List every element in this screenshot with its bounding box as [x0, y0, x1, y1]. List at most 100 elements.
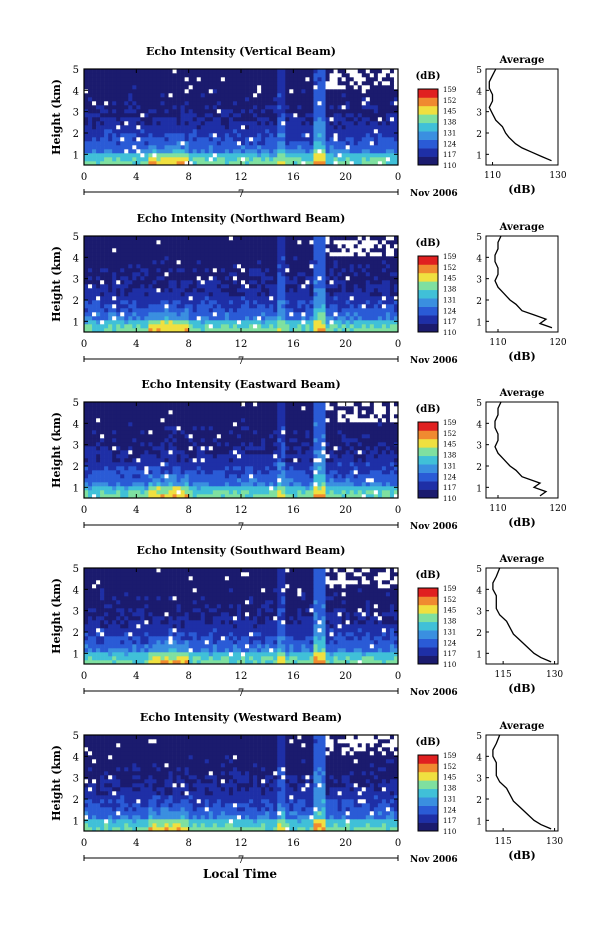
heatmap-cell — [365, 292, 371, 297]
heatmap-cell — [220, 478, 226, 483]
heatmap-cell — [140, 137, 145, 142]
heatmap-cell — [216, 466, 222, 471]
heatmap-cell — [381, 320, 387, 325]
heatmap-cell — [236, 137, 242, 142]
heatmap-cell — [369, 474, 375, 479]
heatmap-cell — [345, 268, 350, 273]
heatmap-cell — [236, 97, 242, 102]
heatmap-cell — [228, 153, 234, 158]
heatmap-cell — [228, 264, 234, 269]
heatmap-cell — [108, 486, 113, 491]
heatmap-cell — [301, 73, 306, 78]
heatmap-cell — [168, 240, 173, 245]
heatmap-cell — [228, 260, 234, 265]
heatmap-cell — [353, 236, 359, 241]
heatmap-cell — [381, 69, 387, 74]
heatmap-cell — [349, 145, 355, 150]
heatmap-cell — [160, 284, 165, 289]
heatmap-cell — [269, 442, 274, 447]
heatmap-cell — [164, 442, 169, 447]
heatmap-cell — [216, 149, 222, 154]
heatmap-cell — [357, 97, 363, 102]
heatmap-cell — [88, 153, 93, 158]
heatmap-cell — [333, 244, 338, 249]
heatmap-cell — [168, 482, 173, 487]
heatmap-cell — [317, 312, 322, 317]
heatmap-cell — [92, 486, 97, 491]
heatmap-cell — [108, 328, 113, 333]
heatmap-cell — [305, 466, 310, 471]
heatmap-cell — [188, 320, 193, 325]
heatmap-cell — [249, 137, 254, 142]
heatmap-cell — [124, 292, 129, 297]
heatmap-cell — [108, 129, 113, 134]
heatmap-cell — [208, 450, 214, 455]
heatmap-cell — [361, 296, 367, 301]
heatmap-cell — [236, 304, 242, 309]
heatmap-cell — [208, 133, 214, 138]
heatmap-cell — [281, 308, 286, 313]
heatmap-cell — [176, 77, 181, 82]
heatmap-cell — [200, 478, 206, 483]
heatmap-cell — [253, 450, 258, 455]
heatmap-cell — [325, 161, 330, 166]
heatmap-cell — [285, 69, 290, 74]
heatmap-cell — [192, 113, 198, 118]
heatmap-cell — [208, 284, 214, 289]
heatmap-cell — [321, 458, 326, 463]
heatmap-cell — [116, 470, 121, 475]
heatmap-cell — [172, 248, 177, 253]
heatmap-cell — [140, 280, 145, 285]
heatmap-cell — [232, 316, 238, 321]
heatmap-cell — [393, 486, 399, 491]
heatmap-cell — [333, 121, 338, 126]
heatmap-cell — [377, 280, 383, 285]
heatmap-cell — [269, 101, 274, 106]
heatmap-cell — [337, 296, 342, 301]
heatmap-cell — [309, 264, 314, 269]
heatmap-cell — [353, 482, 359, 487]
heatmap-cell — [112, 276, 117, 281]
heatmap-cell — [393, 105, 399, 110]
heatmap-cell — [216, 133, 222, 138]
heatmap-cell — [357, 161, 363, 166]
heatmap-cell — [365, 157, 371, 162]
heatmap-cell — [301, 276, 306, 281]
heatmap-cell — [349, 149, 355, 154]
heatmap-cell — [301, 328, 306, 333]
heatmap-cell — [373, 268, 379, 273]
heatmap-cell — [88, 328, 93, 333]
heatmap-cell — [305, 288, 310, 293]
colorbar-label: 110 — [443, 329, 456, 337]
heatmap-cell — [289, 105, 294, 110]
heatmap-cell — [172, 296, 177, 301]
heatmap-cell — [212, 264, 218, 269]
heatmap-cell — [253, 252, 258, 257]
heatmap-cell — [220, 284, 226, 289]
heatmap-cell — [341, 284, 346, 289]
heatmap-cell — [84, 454, 89, 459]
heatmap-cell — [96, 117, 101, 122]
heatmap-cell — [168, 292, 173, 297]
heatmap-cell — [132, 153, 137, 158]
heatmap-cell — [337, 474, 342, 479]
heatmap-cell — [365, 486, 371, 491]
heatmap-cell — [321, 121, 326, 126]
heatmap-cell — [224, 133, 230, 138]
heatmap-cell — [393, 157, 399, 162]
heatmap-cell — [365, 276, 371, 281]
heatmap-cell — [196, 81, 202, 86]
heatmap-cell — [337, 121, 342, 126]
heatmap-cell — [104, 470, 109, 475]
heatmap-cell — [216, 81, 222, 86]
heatmap-cell — [317, 125, 322, 130]
heatmap-cell — [84, 268, 89, 273]
heatmap-cell — [345, 470, 350, 475]
heatmap-cell — [241, 324, 246, 329]
heatmap-cell — [341, 474, 346, 479]
heatmap-cell — [325, 137, 330, 142]
heatmap-cell — [92, 442, 97, 447]
heatmap-cell — [353, 117, 359, 122]
heatmap-cell — [273, 236, 278, 241]
heatmap-cell — [180, 486, 185, 491]
